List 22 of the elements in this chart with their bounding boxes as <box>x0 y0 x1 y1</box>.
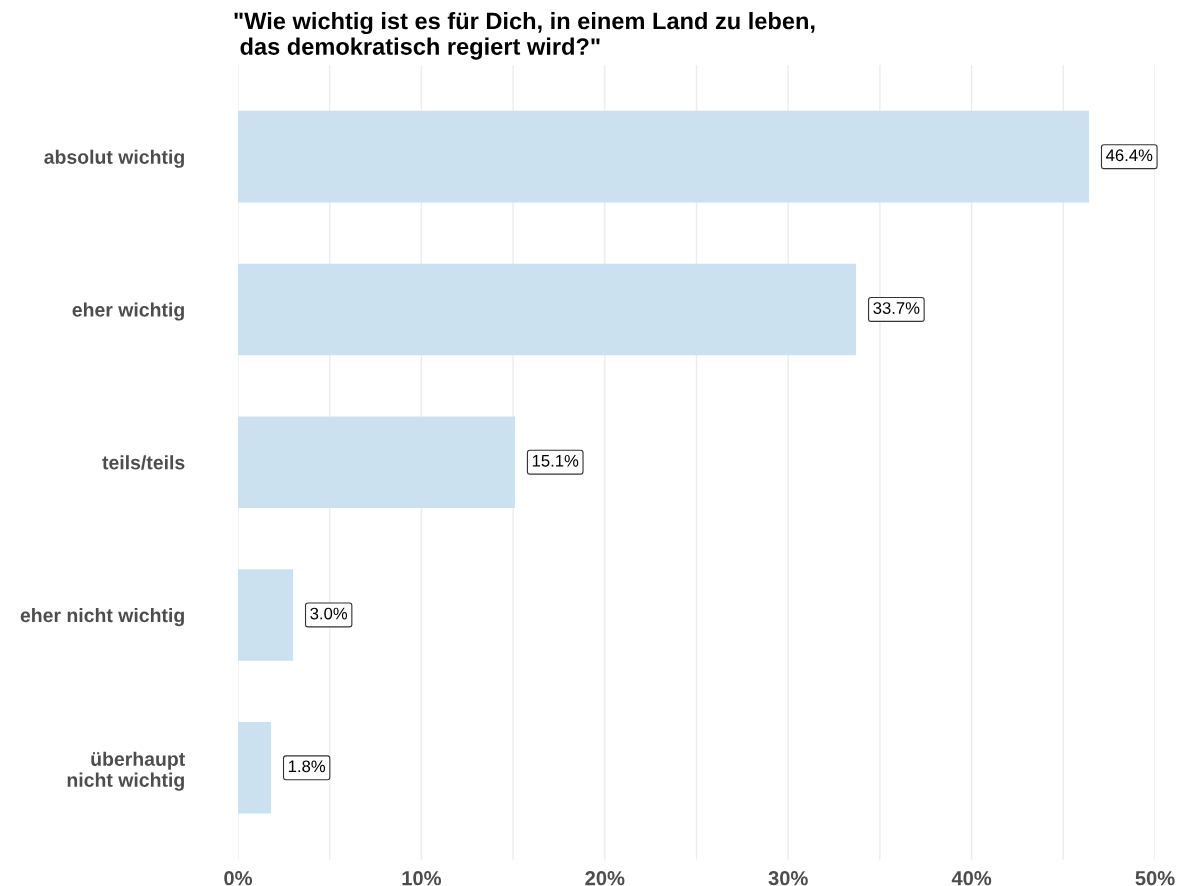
bar <box>238 263 857 356</box>
bar <box>238 569 294 661</box>
y-tick-label: absolut wichtig <box>44 149 184 168</box>
data-label: 46.4% <box>1106 149 1153 162</box>
x-tick-label: 50% <box>1135 871 1175 886</box>
y-tick-label: überhaupt nicht wichtig <box>67 751 185 791</box>
chart-title: "Wie wichtig ist es für Dich, in einem Land zu leben, das demokratisch regiert wird?" <box>234 12 815 60</box>
data-label: 15.1% <box>532 454 579 467</box>
x-tick-label: 30% <box>768 871 808 886</box>
y-tick-label: teils/teils <box>102 455 185 470</box>
x-tick-label: 10% <box>402 871 442 886</box>
data-label: 3.0% <box>310 607 348 620</box>
bar <box>238 416 515 509</box>
x-tick-label: 40% <box>951 871 992 886</box>
y-tick-label: eher nicht wichtig <box>20 607 184 627</box>
x-tick-label: 0% <box>224 871 253 886</box>
bar <box>238 110 1089 203</box>
bar <box>238 721 272 814</box>
y-tick-label: eher wichtig <box>72 302 184 321</box>
data-label: 33.7% <box>873 302 920 314</box>
x-tick-label: 20% <box>585 871 625 886</box>
data-label: 1.8% <box>288 760 326 773</box>
